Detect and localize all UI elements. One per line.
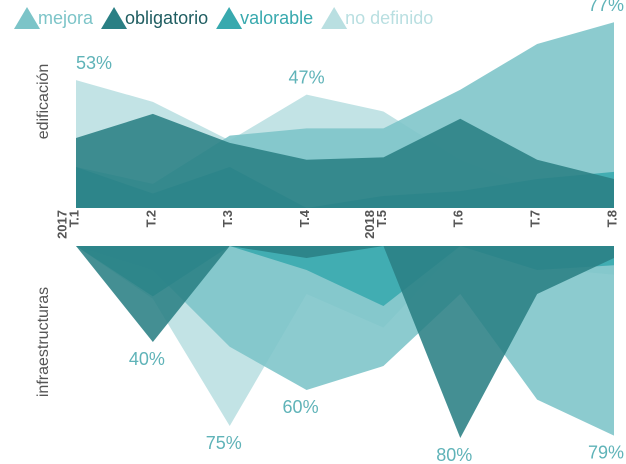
data-label: 60% (283, 397, 319, 417)
y-axis-label: edificación (35, 64, 52, 140)
x-tick-label: T.7 (528, 210, 543, 227)
x-tick-label: T.2 (143, 210, 158, 227)
overlay: mejora obligatorio valorable no definido edi… (14, 0, 624, 464)
area (76, 113, 614, 208)
x-tick-label: T.8 (604, 210, 619, 227)
legend-label: no definido (345, 8, 433, 28)
legend-label: obligatorio (125, 8, 208, 28)
area (76, 246, 614, 438)
x-tick-label: T.6 (451, 210, 466, 227)
x-tick-label: T.3 (220, 210, 235, 227)
data-label: 80% (436, 445, 472, 464)
x-year-label: 2017 (54, 210, 69, 239)
data-label: 53% (76, 53, 112, 73)
data-label: 75% (206, 433, 242, 453)
data-label: 40% (129, 349, 165, 369)
legend-marker (321, 7, 348, 29)
x-tick-label: T.4 (297, 209, 312, 227)
data-label: 79% (588, 442, 624, 462)
legend-label: valorable (240, 8, 313, 28)
legend-marker (14, 7, 40, 29)
y-axis-label: infraestructuras (35, 287, 52, 397)
legend-marker (101, 7, 128, 29)
area (76, 246, 614, 306)
areas (76, 22, 614, 438)
x-tick-label: T.5 (374, 210, 389, 227)
data-label: 47% (289, 67, 325, 87)
legend-marker (216, 7, 243, 29)
data-label: 77% (588, 0, 624, 15)
legend-label: mejora (38, 8, 94, 28)
x-year-label: 2018 (362, 210, 377, 239)
x-tick-label: T.1 (66, 210, 81, 227)
